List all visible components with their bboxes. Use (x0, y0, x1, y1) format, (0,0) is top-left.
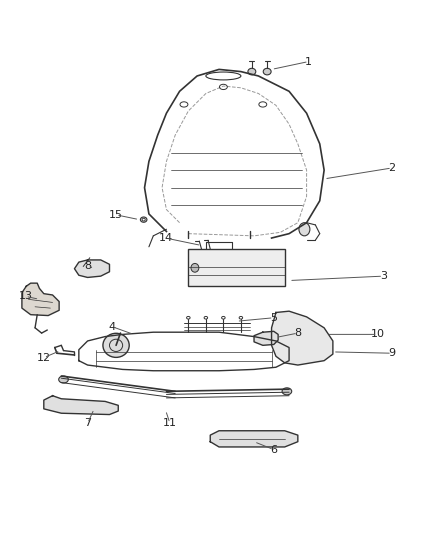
Ellipse shape (103, 333, 129, 358)
Ellipse shape (142, 219, 145, 221)
Text: 6: 6 (270, 445, 277, 455)
Polygon shape (272, 311, 333, 365)
Text: 8: 8 (294, 328, 301, 338)
Text: 14: 14 (159, 233, 173, 243)
Polygon shape (254, 332, 278, 345)
Text: 12: 12 (37, 353, 51, 362)
Text: 15: 15 (109, 210, 123, 220)
Ellipse shape (191, 263, 199, 272)
Text: 13: 13 (18, 291, 32, 301)
Ellipse shape (282, 388, 292, 395)
Polygon shape (210, 431, 298, 447)
Text: 4: 4 (108, 321, 115, 332)
Bar (188, 249, 285, 286)
Ellipse shape (263, 68, 271, 75)
Ellipse shape (299, 223, 310, 236)
Ellipse shape (140, 217, 147, 222)
Text: 9: 9 (389, 348, 396, 358)
Ellipse shape (59, 376, 68, 383)
Text: 3: 3 (380, 271, 387, 281)
Text: 1: 1 (305, 56, 312, 67)
Polygon shape (22, 283, 59, 316)
Polygon shape (74, 260, 110, 278)
Polygon shape (44, 395, 118, 415)
Text: 5: 5 (270, 313, 277, 323)
Ellipse shape (248, 68, 256, 75)
Text: 7: 7 (84, 418, 91, 429)
Text: 8: 8 (84, 261, 91, 271)
Text: 2: 2 (389, 163, 396, 173)
Text: 11: 11 (163, 418, 177, 429)
Text: 10: 10 (371, 329, 385, 340)
